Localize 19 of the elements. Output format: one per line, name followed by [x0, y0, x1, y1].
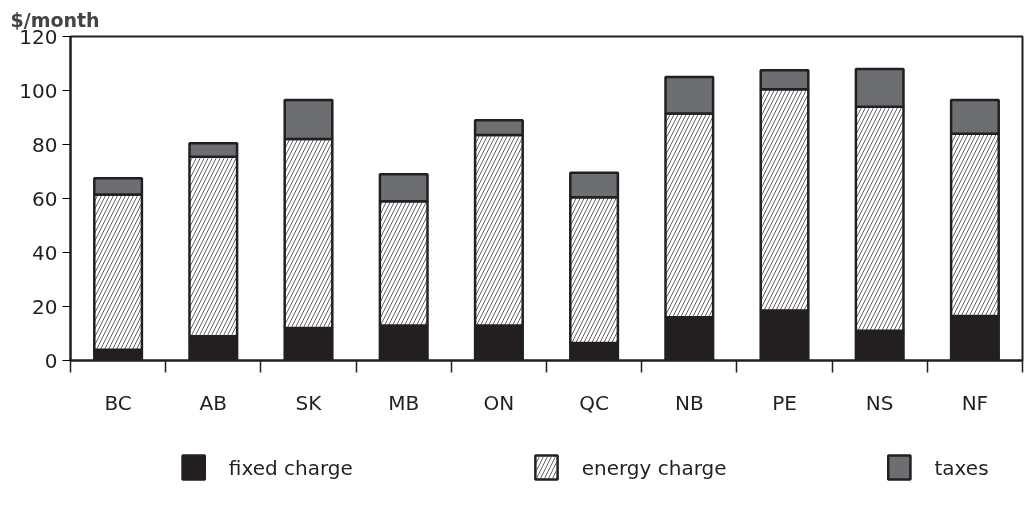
- y-tick-label: 80: [32, 132, 58, 157]
- x-tick-label: QC: [579, 390, 609, 415]
- legend-label: energy charge: [581, 455, 727, 480]
- x-tick-label: BC: [104, 390, 132, 415]
- x-tick-label: MB: [388, 390, 420, 415]
- y-tick-label: 40: [32, 240, 58, 265]
- y-tick-label: 20: [32, 294, 58, 319]
- legend-label: fixed charge: [228, 455, 353, 480]
- legend-label: taxes: [934, 455, 989, 480]
- x-tick-label: NB: [674, 390, 704, 415]
- x-tick-label: PE: [772, 390, 797, 415]
- y-tick-label: 100: [19, 78, 58, 103]
- x-tick-label: SK: [295, 390, 323, 415]
- y-tick-label: 60: [32, 186, 58, 211]
- x-tick-label: NS: [865, 390, 894, 415]
- x-tick-label: NF: [961, 390, 989, 415]
- y-tick-label: 0: [44, 348, 58, 373]
- x-tick-label: AB: [199, 390, 228, 415]
- x-tick-label: ON: [483, 390, 515, 415]
